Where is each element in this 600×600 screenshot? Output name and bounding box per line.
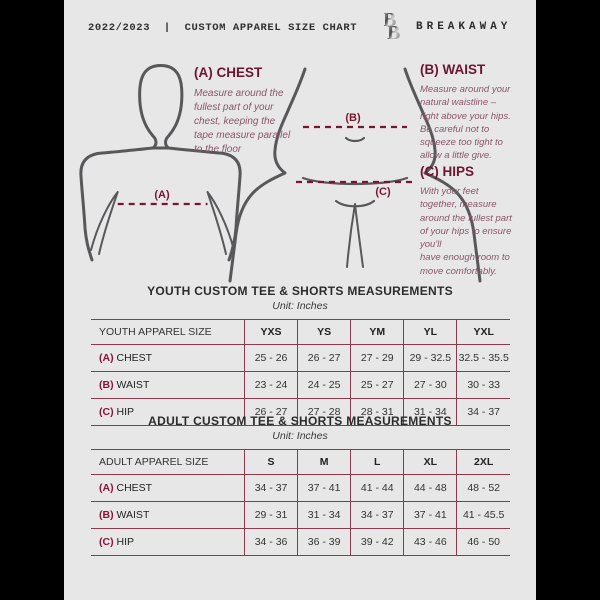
svg-text:(B): (B): [345, 112, 361, 124]
svg-text:(C): (C): [375, 186, 391, 198]
